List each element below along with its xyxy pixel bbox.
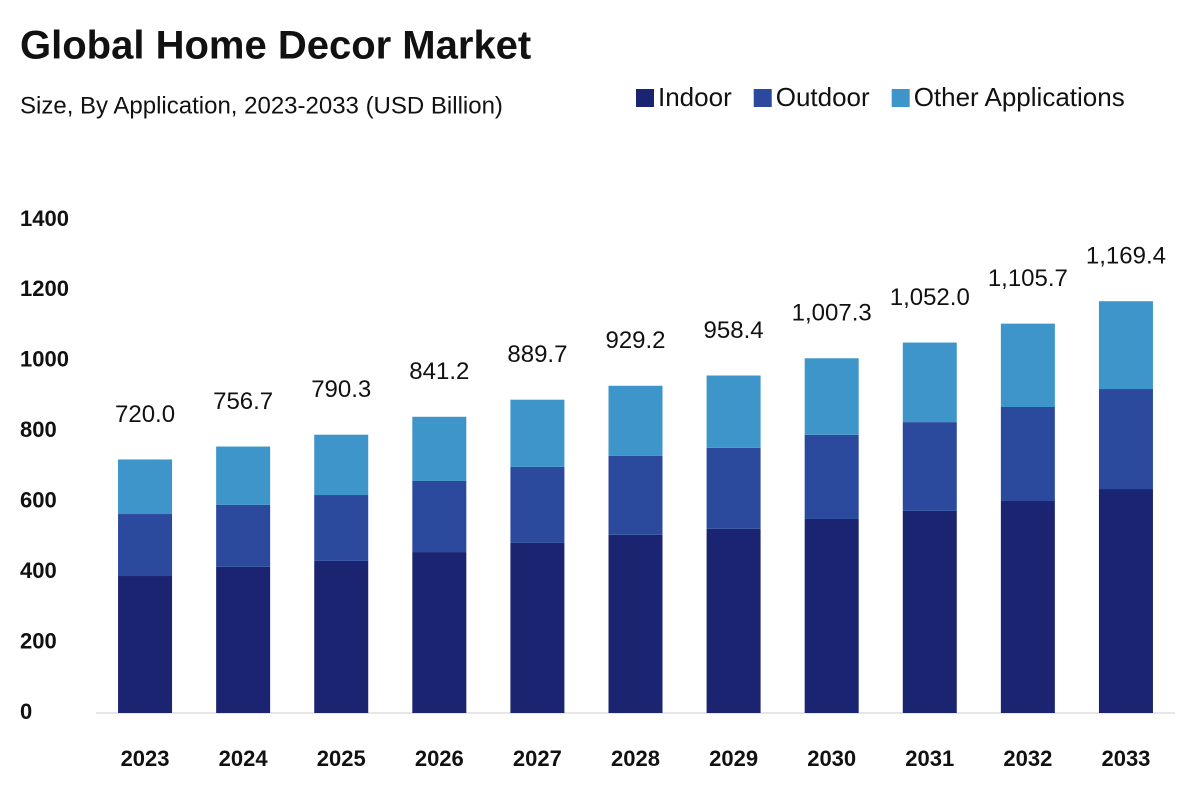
- x-tick-label: 2024: [219, 746, 269, 771]
- total-label: 790.3: [311, 376, 371, 403]
- legend-swatch: [753, 89, 772, 107]
- total-label: 1,169.4: [1086, 243, 1166, 270]
- bar-segment: [314, 434, 369, 496]
- bar-segment: [510, 399, 565, 467]
- y-tick-label: 1000: [20, 347, 69, 372]
- x-tick-label: 2023: [121, 746, 170, 771]
- bar-segment: [510, 542, 565, 713]
- bar-segment: [118, 576, 173, 713]
- legend-swatch: [636, 89, 654, 107]
- chart-title: Global Home Decor Market: [20, 24, 531, 68]
- chart-subtitle: Size, By Application, 2023-2033 (USD Bil…: [20, 92, 503, 119]
- y-tick-label: 1400: [20, 206, 69, 231]
- bar-segment: [1098, 301, 1153, 390]
- total-label: 1,007.3: [792, 300, 872, 327]
- total-label: 929.2: [605, 327, 665, 354]
- bar-segment: [902, 422, 957, 511]
- total-label: 1,105.7: [988, 265, 1068, 292]
- x-tick-label: 2033: [1101, 746, 1150, 771]
- x-tick-label: 2031: [905, 746, 954, 771]
- bar-segment: [608, 385, 663, 456]
- x-tick-label: 2029: [709, 746, 758, 771]
- y-tick-label: 600: [20, 488, 57, 513]
- x-tick-label: 2027: [513, 746, 562, 771]
- bar-segment: [1000, 406, 1055, 502]
- total-label: 720.0: [115, 401, 175, 428]
- bar-segment: [1000, 501, 1055, 713]
- legend-label: Outdoor: [776, 82, 870, 112]
- total-label: 756.7: [213, 388, 273, 415]
- bar-segment: [804, 434, 859, 519]
- legend-label: Indoor: [658, 82, 732, 112]
- y-tick-label: 200: [20, 628, 57, 653]
- legend-label: Other Applications: [914, 82, 1125, 112]
- y-tick-label: 1200: [20, 276, 69, 301]
- bar-segment: [706, 447, 761, 529]
- bar-segment: [216, 446, 271, 505]
- x-tick-label: 2025: [317, 746, 366, 771]
- y-tick-label: 0: [20, 699, 32, 724]
- bar-segment: [706, 528, 761, 713]
- bar-segment: [902, 510, 957, 713]
- bar-segment: [510, 466, 565, 543]
- total-label: 958.4: [704, 317, 764, 344]
- y-tick-label: 800: [20, 417, 57, 442]
- x-tick-label: 2030: [807, 746, 856, 771]
- bar-segment: [412, 552, 467, 713]
- x-tick-label: 2032: [1003, 746, 1052, 771]
- y-tick-label: 400: [20, 558, 57, 583]
- bar-segment: [902, 342, 957, 423]
- legend-swatch: [891, 89, 910, 107]
- bar-segment: [1098, 489, 1153, 713]
- bar-segment: [804, 358, 859, 435]
- bar-segment: [608, 534, 663, 713]
- bar-segment: [412, 480, 467, 553]
- bar-segment: [1000, 323, 1055, 407]
- bar-segment: [706, 375, 761, 448]
- x-tick-label: 2026: [415, 746, 464, 771]
- bar-segment: [118, 514, 173, 577]
- bar-segment: [314, 495, 369, 561]
- x-tick-label: 2028: [611, 746, 660, 771]
- total-label: 841.2: [409, 358, 469, 385]
- bar-segment: [608, 455, 663, 535]
- bar-segment: [118, 459, 173, 515]
- bar-segment: [804, 518, 859, 713]
- bar-segment: [314, 560, 369, 713]
- total-label: 1,052.0: [890, 284, 970, 311]
- bar-segment: [412, 416, 467, 481]
- bar-segment: [216, 566, 271, 713]
- bar-segment: [1098, 389, 1153, 490]
- bar-segment: [216, 504, 271, 567]
- total-label: 889.7: [507, 341, 567, 368]
